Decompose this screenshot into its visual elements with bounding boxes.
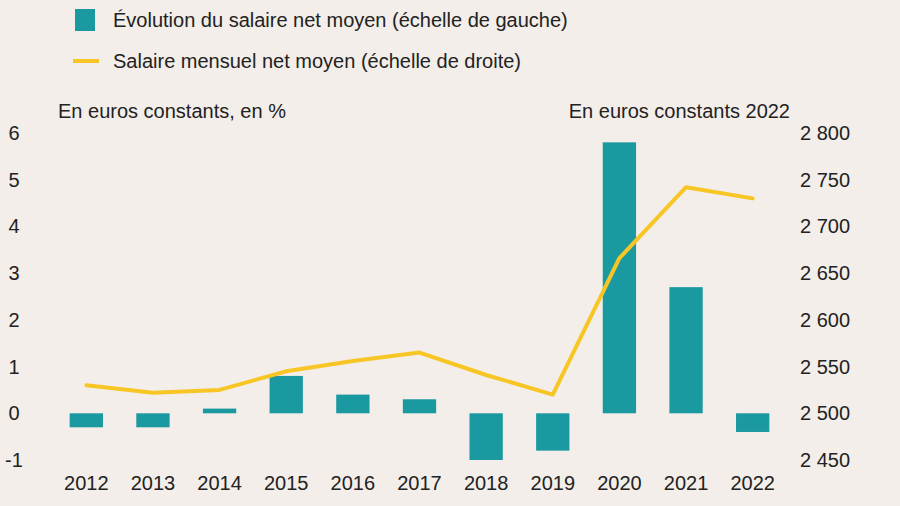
y-tick-label: -1 bbox=[5, 449, 23, 471]
y2-tick-label: 2 500 bbox=[800, 402, 850, 424]
y2-tick-label: 2 550 bbox=[800, 356, 850, 378]
bar bbox=[403, 399, 436, 413]
y2-axis: 2 450 2 500 2 550 2 600 2 650 2 700 2 750 2 800 bbox=[800, 122, 850, 471]
x-tick-label: 2022 bbox=[730, 472, 775, 494]
y-axis: -1 0 1 2 3 4 5 6 bbox=[5, 122, 23, 471]
x-tick-label: 2018 bbox=[464, 472, 509, 494]
x-tick-label: 2013 bbox=[131, 472, 176, 494]
bar bbox=[736, 413, 769, 432]
x-tick-label: 2019 bbox=[531, 472, 576, 494]
bar bbox=[203, 409, 236, 414]
y-tick-label: 2 bbox=[8, 309, 19, 331]
x-tick-label: 2021 bbox=[664, 472, 709, 494]
legend: Évolution du salaire net moyen (échelle … bbox=[73, 9, 568, 72]
bar bbox=[336, 395, 369, 414]
bar bbox=[70, 413, 103, 427]
y2-tick-label: 2 450 bbox=[800, 449, 850, 471]
y-tick-label: 6 bbox=[8, 122, 19, 144]
legend-label: Évolution du salaire net moyen (échelle … bbox=[113, 9, 568, 31]
x-tick-label: 2015 bbox=[264, 472, 309, 494]
legend-swatch bbox=[75, 9, 95, 31]
x-tick-label: 2012 bbox=[64, 472, 109, 494]
y-tick-label: 0 bbox=[8, 402, 19, 424]
y-tick-label: 3 bbox=[8, 262, 19, 284]
y2-tick-label: 2 800 bbox=[800, 122, 850, 144]
background bbox=[0, 0, 900, 506]
legend-swatch bbox=[73, 59, 99, 63]
bar bbox=[270, 376, 303, 413]
chart-container: Évolution du salaire net moyen (échelle … bbox=[0, 0, 900, 506]
bar bbox=[536, 413, 569, 450]
chart-svg: Évolution du salaire net moyen (échelle … bbox=[0, 0, 900, 506]
plot-area bbox=[70, 142, 770, 460]
x-tick-label: 2020 bbox=[597, 472, 642, 494]
y-axis-title: En euros constants, en % bbox=[58, 100, 286, 122]
legend-label: Salaire mensuel net moyen (échelle de dr… bbox=[113, 50, 521, 72]
y-tick-label: 4 bbox=[8, 215, 19, 237]
y2-axis-title: En euros constants 2022 bbox=[569, 100, 790, 122]
y2-tick-label: 2 600 bbox=[800, 309, 850, 331]
y-tick-label: 1 bbox=[8, 356, 19, 378]
y2-tick-label: 2 700 bbox=[800, 215, 850, 237]
x-tick-label: 2016 bbox=[331, 472, 376, 494]
y2-tick-label: 2 750 bbox=[800, 169, 850, 191]
y-tick-label: 5 bbox=[8, 169, 19, 191]
bar bbox=[136, 413, 169, 427]
x-tick-label: 2017 bbox=[397, 472, 442, 494]
x-tick-label: 2014 bbox=[197, 472, 242, 494]
line bbox=[86, 187, 752, 394]
bar bbox=[469, 413, 502, 460]
x-axis: 2012 2013 2014 2015 2016 2017 2018 2019 2020 2021… bbox=[64, 472, 775, 494]
y2-tick-label: 2 650 bbox=[800, 262, 850, 284]
bar bbox=[669, 287, 702, 413]
